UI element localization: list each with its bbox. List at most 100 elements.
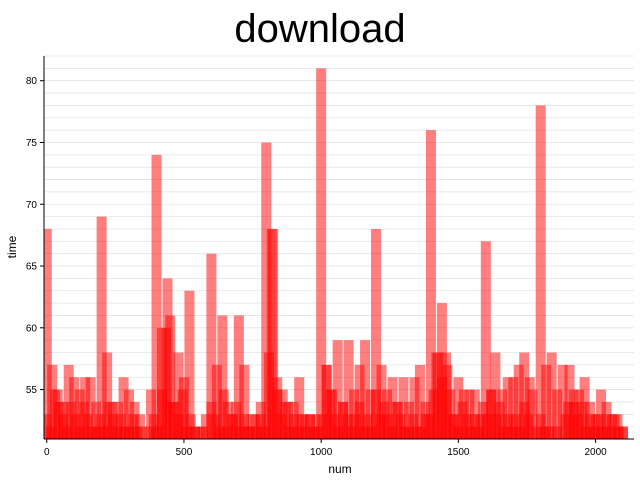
bar: [461, 414, 472, 439]
x-axis-label: num: [328, 462, 351, 476]
y-tick-label: 80: [26, 76, 38, 87]
bar: [102, 352, 113, 439]
bar: [469, 414, 480, 439]
bar: [148, 414, 159, 439]
bar: [395, 414, 406, 439]
bar: [354, 401, 365, 439]
bar: [218, 389, 229, 439]
bar: [546, 352, 557, 439]
bar: [206, 253, 217, 439]
bar: [177, 389, 188, 439]
bar: [44, 228, 52, 439]
bar: [136, 426, 147, 439]
bar: [107, 414, 118, 439]
bar: [128, 414, 139, 439]
bar: [409, 377, 420, 439]
bar: [115, 414, 126, 439]
bar: [557, 364, 568, 439]
y-tick-label: 70: [26, 200, 38, 211]
bar: [519, 352, 530, 439]
bar: [576, 401, 587, 439]
bar: [231, 401, 242, 439]
bar: [362, 414, 373, 439]
bar: [449, 414, 460, 439]
x-tick-label: 1000: [310, 447, 333, 458]
bar: [296, 414, 307, 439]
bar: [552, 389, 563, 439]
bar: [239, 364, 250, 439]
bar: [189, 426, 200, 439]
bar: [58, 414, 69, 439]
bar: [371, 228, 382, 439]
bar: [494, 401, 505, 439]
bar: [261, 142, 272, 439]
x-tick-label: 0: [44, 447, 50, 458]
x-tick-label: 1500: [447, 447, 470, 458]
bar: [211, 364, 222, 439]
bar: [288, 414, 299, 439]
x-tick-label: 500: [176, 447, 193, 458]
bar: [198, 426, 209, 439]
bar: [552, 426, 563, 439]
chart-title: download: [234, 7, 405, 51]
bar: [332, 340, 343, 439]
bar: [609, 414, 620, 439]
bar: [601, 414, 612, 439]
bar: [480, 241, 491, 439]
axes: [43, 56, 634, 440]
bar: [490, 352, 501, 439]
bar: [360, 340, 371, 439]
bar: [44, 414, 52, 439]
bar: [535, 414, 546, 439]
bar: [585, 414, 596, 439]
bar: [543, 426, 554, 439]
bar: [343, 340, 354, 439]
bar: [502, 377, 513, 439]
bar: [342, 414, 353, 439]
x-tick-label: 2000: [584, 447, 607, 458]
bars: [44, 68, 629, 440]
bar: [425, 130, 436, 439]
bar: [513, 364, 524, 439]
bar: [268, 228, 279, 439]
bar: [70, 414, 81, 439]
grid-lines: [44, 55, 634, 440]
bar: [527, 389, 538, 439]
y-tick-label: 60: [26, 323, 38, 334]
bar: [329, 414, 340, 439]
bar: [383, 414, 394, 439]
bar: [280, 401, 291, 439]
y-axis-label: time: [5, 235, 19, 258]
bar: [255, 414, 266, 439]
bar: [85, 377, 96, 439]
bar: [541, 364, 552, 439]
bar: [118, 377, 129, 439]
bar: [95, 414, 106, 439]
bar: [82, 414, 93, 439]
bar: [210, 414, 221, 439]
bar: [511, 414, 521, 439]
bar: [593, 414, 604, 439]
bar: [398, 377, 409, 439]
bar: [618, 426, 629, 439]
bar: [508, 377, 519, 439]
bar: [305, 414, 316, 439]
bar: [185, 414, 196, 439]
bar: [408, 414, 419, 439]
bar: [535, 105, 546, 439]
bar: [200, 414, 211, 439]
bar: [294, 377, 305, 439]
bar: [135, 414, 146, 439]
bar: [316, 68, 327, 440]
bar: [239, 414, 250, 439]
y-tick-label: 75: [26, 138, 38, 149]
bar: [165, 315, 176, 439]
bar: [233, 315, 244, 439]
y-tick-label: 55: [26, 385, 38, 396]
bar: [414, 364, 425, 439]
bar: [310, 414, 321, 439]
tick-labels: 0 500 1000 1500 2000 55 60 65 70 75 80: [26, 76, 607, 458]
bar: [184, 290, 195, 439]
y-tick-label: 65: [26, 262, 38, 273]
